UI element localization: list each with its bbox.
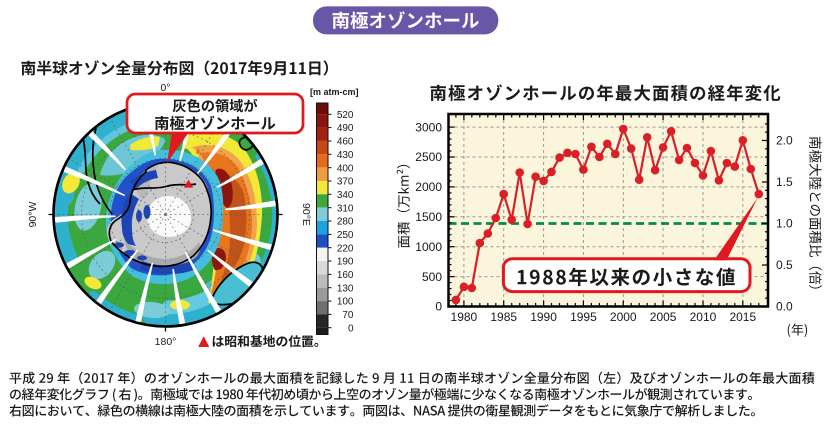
svg-text:1.5: 1.5 <box>776 175 793 189</box>
svg-text:130: 130 <box>337 283 354 294</box>
svg-text:280: 280 <box>337 217 354 228</box>
svg-text:160: 160 <box>337 270 354 281</box>
svg-text:1000: 1000 <box>415 240 442 254</box>
svg-text:370: 370 <box>337 177 354 188</box>
svg-text:180°: 180° <box>155 336 177 348</box>
svg-text:1985: 1985 <box>490 310 517 324</box>
svg-text:70: 70 <box>342 310 354 321</box>
svg-text:2500: 2500 <box>415 150 442 164</box>
svg-text:2010: 2010 <box>690 310 717 324</box>
svg-text:0°: 0° <box>160 82 170 94</box>
svg-text:2000: 2000 <box>415 180 442 194</box>
svg-text:430: 430 <box>337 150 354 161</box>
svg-text:520: 520 <box>337 110 354 121</box>
svg-text:0.0: 0.0 <box>776 300 793 314</box>
svg-text:500: 500 <box>422 270 442 284</box>
svg-text:190: 190 <box>337 257 354 268</box>
svg-text:1980: 1980 <box>451 310 478 324</box>
svg-text:0: 0 <box>348 323 354 334</box>
svg-text:460: 460 <box>337 137 354 148</box>
svg-text:400: 400 <box>337 163 354 174</box>
svg-text:1500: 1500 <box>415 210 442 224</box>
svg-text:0.5: 0.5 <box>776 258 793 272</box>
svg-text:2000: 2000 <box>610 310 637 324</box>
svg-text:250: 250 <box>337 230 354 241</box>
svg-text:100: 100 <box>337 297 354 308</box>
svg-text:3000: 3000 <box>415 120 442 134</box>
svg-text:1.0: 1.0 <box>776 217 793 231</box>
svg-text:[m atm-cm]: [m atm-cm] <box>310 87 359 97</box>
svg-text:310: 310 <box>337 203 354 214</box>
svg-text:0: 0 <box>435 300 442 314</box>
svg-text:1995: 1995 <box>570 310 597 324</box>
svg-text:1990: 1990 <box>530 310 557 324</box>
svg-text:90°W: 90°W <box>27 202 39 228</box>
svg-text:340: 340 <box>337 190 354 201</box>
svg-text:2005: 2005 <box>650 310 677 324</box>
svg-text:90°E: 90°E <box>300 203 312 226</box>
svg-text:2015: 2015 <box>729 310 756 324</box>
svg-text:490: 490 <box>337 123 354 134</box>
svg-text:220: 220 <box>337 243 354 254</box>
svg-text:2.0: 2.0 <box>776 134 793 148</box>
